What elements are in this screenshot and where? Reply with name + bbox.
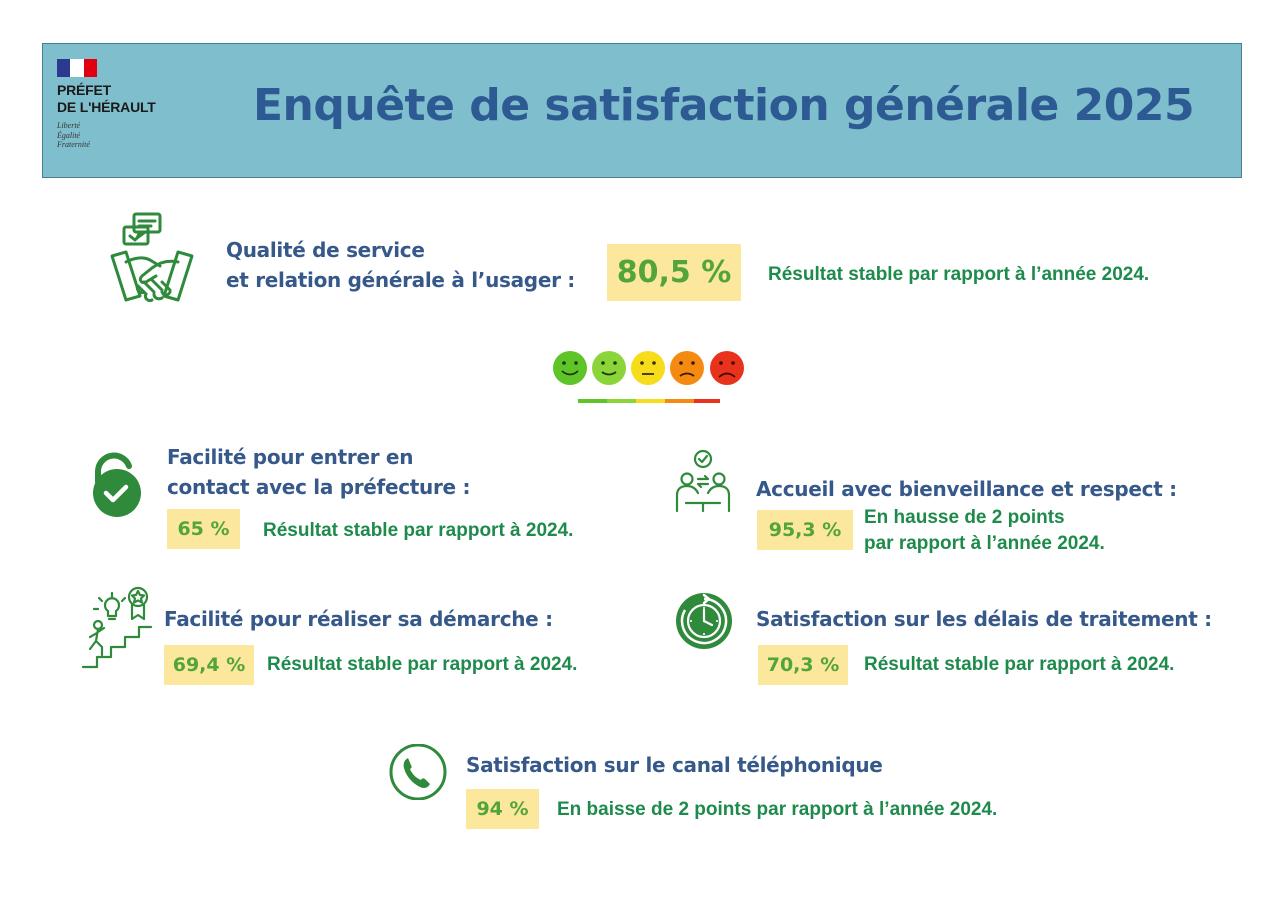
contact-title-line1: Facilité pour entrer en xyxy=(167,445,414,469)
face-neutral-icon xyxy=(631,351,665,385)
accueil-value: 95,3 % xyxy=(757,510,853,550)
main-value: 80,5 % xyxy=(607,244,741,301)
main-title-line2: et relation générale à l’usager : xyxy=(226,268,576,292)
motto-egalite: Égalité xyxy=(57,130,81,140)
meeting-icon xyxy=(675,449,731,513)
logo-motto: Liberté Égalité Fraternité xyxy=(57,121,177,150)
telephone-title: Satisfaction sur le canal téléphonique xyxy=(466,753,883,777)
delais-title: Satisfaction sur les délais de traitemen… xyxy=(756,607,1212,631)
motto-liberte: Liberté xyxy=(57,121,81,130)
contact-title: Facilité pour entrer en contact avec la … xyxy=(167,442,470,502)
accueil-result: En hausse de 2 points par rapport à l’an… xyxy=(864,505,1105,557)
prefecture-logo: PRÉFET DE L'HÉRAULT Liberté Égalité Frat… xyxy=(57,59,177,150)
contact-value: 65 % xyxy=(167,509,240,549)
logo-text-herault: DE L'HÉRAULT xyxy=(57,99,156,115)
face-dissatisfied-icon xyxy=(670,351,704,385)
handshake-icon xyxy=(110,212,194,302)
main-title-line1: Qualité de service xyxy=(226,238,425,262)
phone-icon xyxy=(389,744,447,800)
demarche-result: Résultat stable par rapport à 2024. xyxy=(267,654,578,675)
main-result: Résultat stable par rapport à l’année 20… xyxy=(768,264,1150,285)
header-banner: PRÉFET DE L'HÉRAULT Liberté Égalité Frat… xyxy=(42,43,1242,178)
unlock-icon xyxy=(93,452,141,517)
logo-text-prefet: PRÉFET xyxy=(57,82,112,98)
accueil-result-line2: par rapport à l’année 2024. xyxy=(864,533,1105,554)
satisfaction-scale xyxy=(553,351,744,403)
contact-result: Résultat stable par rapport à 2024. xyxy=(263,520,574,541)
marianne-flag-icon xyxy=(57,59,97,77)
face-very-dissatisfied-icon xyxy=(710,351,744,385)
demarche-title: Facilité pour réaliser sa démarche : xyxy=(164,607,553,631)
motto-fraternite: Fraternité xyxy=(57,140,90,149)
scale-color-bar xyxy=(578,399,720,403)
progress-steps-icon xyxy=(81,586,153,669)
accueil-result-line1: En hausse de 2 points xyxy=(864,507,1065,528)
contact-title-line2: contact avec la préfecture : xyxy=(167,475,471,499)
face-satisfied-icon xyxy=(592,351,626,385)
face-very-satisfied-icon xyxy=(553,351,587,385)
main-section-title: Qualité de service et relation générale … xyxy=(226,235,575,295)
telephone-value: 94 % xyxy=(466,789,539,829)
demarche-value: 69,4 % xyxy=(164,645,254,685)
delais-value: 70,3 % xyxy=(758,645,848,685)
accueil-title: Accueil avec bienveillance et respect : xyxy=(756,477,1177,501)
page-title: Enquête de satisfaction générale 2025 xyxy=(253,80,1195,131)
clock-icon xyxy=(676,593,732,649)
telephone-result: En baisse de 2 points par rapport à l’an… xyxy=(557,799,998,820)
delais-result: Résultat stable par rapport à 2024. xyxy=(864,654,1175,675)
